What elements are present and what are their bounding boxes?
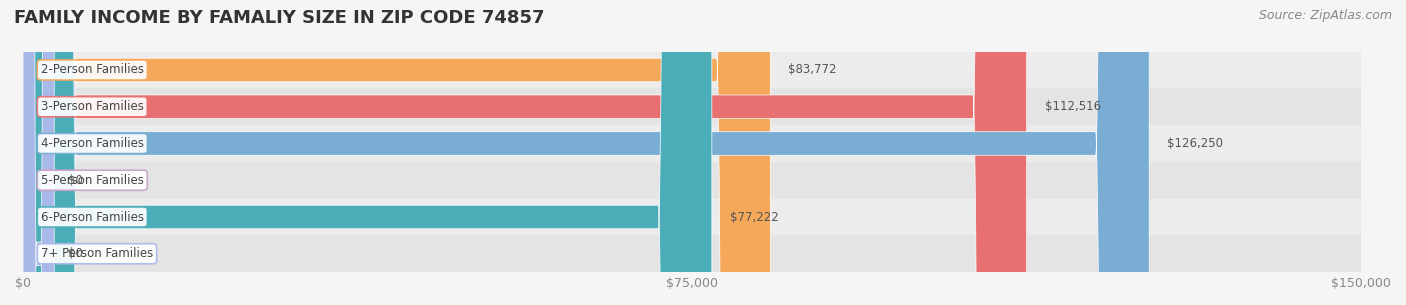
Text: $77,222: $77,222 [730, 210, 779, 224]
FancyBboxPatch shape [22, 0, 1026, 305]
Bar [22, 199, 1361, 235]
Bar [22, 125, 1361, 162]
Bar [22, 88, 1361, 125]
Text: 4-Person Families: 4-Person Families [41, 137, 143, 150]
Text: FAMILY INCOME BY FAMALIY SIZE IN ZIP CODE 74857: FAMILY INCOME BY FAMALIY SIZE IN ZIP COD… [14, 9, 544, 27]
Bar [22, 235, 1361, 272]
Text: 7+ Person Families: 7+ Person Families [41, 247, 153, 260]
Text: $112,516: $112,516 [1045, 100, 1101, 113]
Text: 3-Person Families: 3-Person Families [41, 100, 143, 113]
FancyBboxPatch shape [22, 0, 1149, 305]
FancyBboxPatch shape [22, 0, 55, 305]
Text: $0: $0 [67, 174, 83, 187]
Text: $126,250: $126,250 [1167, 137, 1223, 150]
Text: $0: $0 [67, 247, 83, 260]
Text: 6-Person Families: 6-Person Families [41, 210, 143, 224]
Text: 5-Person Families: 5-Person Families [41, 174, 143, 187]
Text: Source: ZipAtlas.com: Source: ZipAtlas.com [1258, 9, 1392, 22]
FancyBboxPatch shape [22, 0, 55, 305]
FancyBboxPatch shape [22, 0, 711, 305]
FancyBboxPatch shape [22, 0, 770, 305]
Text: $83,772: $83,772 [789, 63, 837, 77]
Text: 2-Person Families: 2-Person Families [41, 63, 143, 77]
Bar [22, 162, 1361, 199]
Bar [22, 52, 1361, 88]
